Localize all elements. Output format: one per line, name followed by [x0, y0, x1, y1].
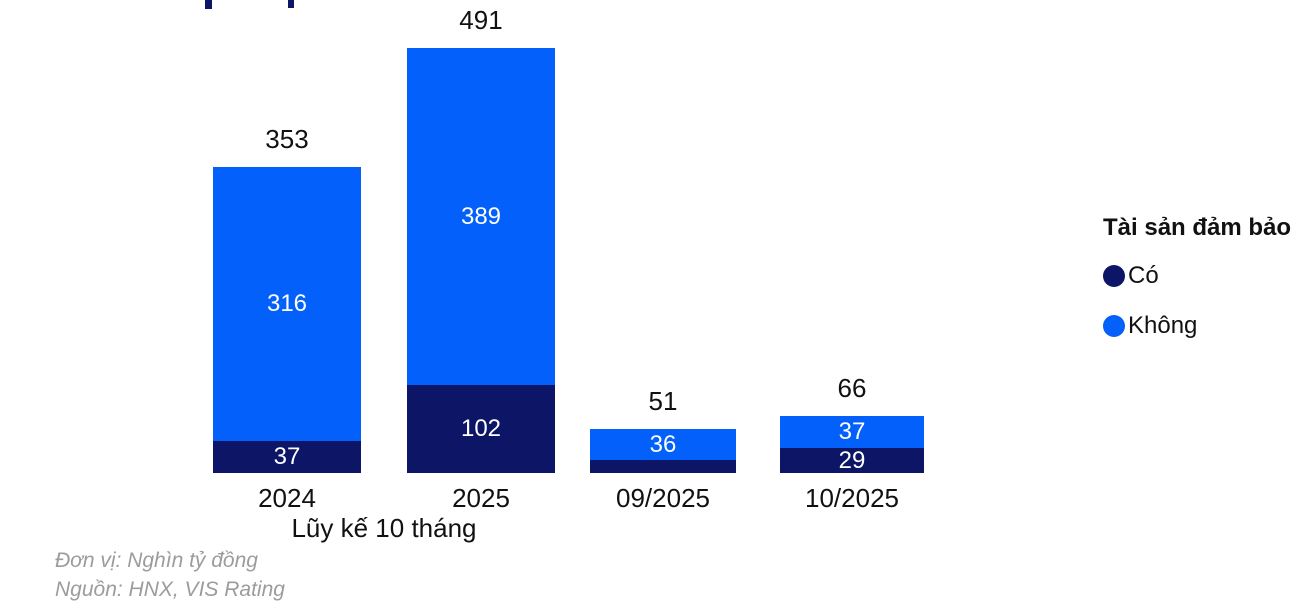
segment-value-label: 36 — [649, 430, 677, 458]
bar-segment-khong: 37 — [780, 416, 924, 448]
cutoff-title-remnant — [288, 0, 294, 8]
bar-segment-co: 29 — [780, 448, 924, 473]
bar-09-2025: 36 — [590, 429, 736, 473]
legend-swatch-khong — [1103, 315, 1125, 337]
legend: Tài sản đảm bảo Có Không — [1103, 214, 1291, 362]
legend-item-label: Không — [1128, 312, 1198, 339]
bar-segment-co — [590, 460, 736, 473]
footnote-source: Nguồn: HNX, VIS Rating — [55, 578, 285, 601]
segment-value-label: 389 — [460, 202, 502, 230]
total-label: 491 — [459, 5, 503, 35]
footnote-unit: Đơn vị: Nghìn tỷ đồng — [55, 549, 258, 572]
segment-value-label: 316 — [266, 290, 308, 317]
bar-segment-co: 102 — [407, 385, 555, 473]
bar-segment-khong: 389 — [407, 48, 555, 385]
legend-item-label: Có — [1128, 262, 1159, 289]
bar-segment-khong: 36 — [590, 429, 736, 460]
total-label: 66 — [837, 373, 867, 403]
legend-item-khong: Không — [1103, 312, 1291, 340]
bar-2024: 316 37 — [213, 167, 361, 473]
segment-value-label: 102 — [460, 415, 502, 442]
x-axis-label-2025: 2025 — [452, 483, 510, 513]
total-label: 51 — [648, 386, 678, 416]
cutoff-title-remnant — [205, 0, 212, 9]
x-axis-label-09-2025: 09/2025 — [616, 483, 710, 513]
bar-segment-co: 37 — [213, 441, 361, 473]
segment-value-label: 37 — [273, 443, 301, 470]
bar-2025: 389 102 — [407, 48, 555, 473]
bar-segment-khong: 316 — [213, 167, 361, 441]
bar-group-2025: 491 389 102 — [407, 5, 555, 473]
legend-item-co: Có — [1103, 262, 1291, 290]
legend-title: Tài sản đảm bảo — [1103, 214, 1292, 241]
x-axis-label-10-2025: 10/2025 — [805, 483, 899, 513]
segment-value-label: 29 — [838, 448, 866, 473]
bar-group-10-2025: 66 37 29 — [780, 373, 924, 473]
legend-swatch-co — [1103, 265, 1125, 287]
group-axis-label: Lũy kế 10 tháng — [291, 513, 477, 543]
segment-value-label: 37 — [838, 418, 866, 445]
bar-group-2024: 353 316 37 — [213, 124, 361, 473]
footnotes: Đơn vị: Nghìn tỷ đồng Nguồn: HNX, VIS Ra… — [55, 546, 285, 604]
total-label: 353 — [265, 124, 309, 154]
x-axis-label-2024: 2024 — [258, 483, 316, 513]
bar-group-09-2025: 51 36 — [590, 386, 736, 473]
bar-10-2025: 37 29 — [780, 416, 924, 473]
